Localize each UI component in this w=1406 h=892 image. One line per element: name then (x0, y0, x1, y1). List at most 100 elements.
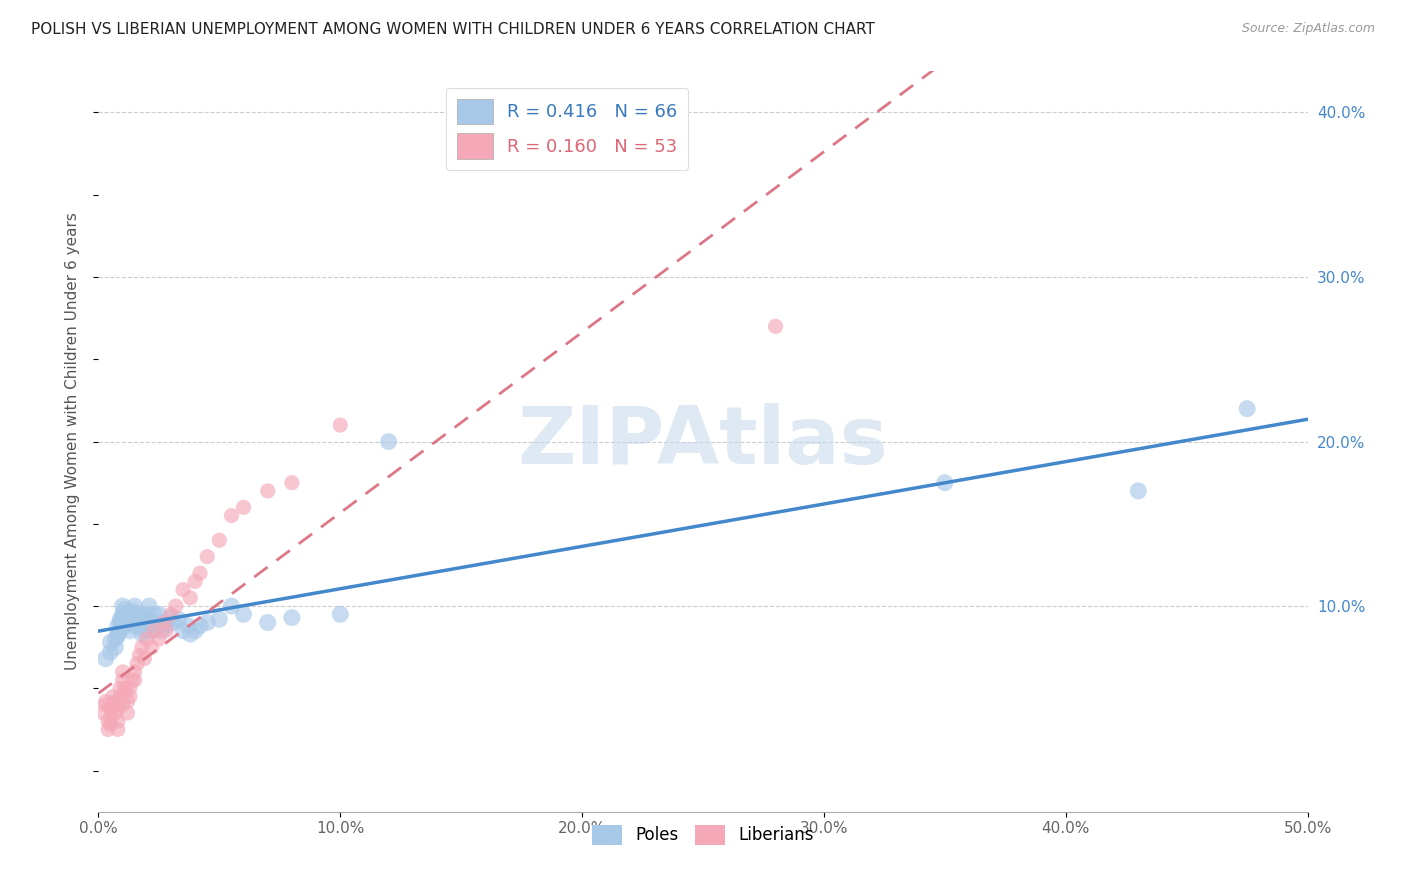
Point (934, 475, 956, 490)
Point (100, 635, 122, 649)
Point (117, 694, 139, 708)
Point (111, 599, 134, 613)
Point (111, 607, 134, 622)
Point (107, 701, 129, 715)
Point (179, 627, 201, 641)
Point (121, 673, 143, 687)
Point (107, 619, 129, 633)
Point (104, 640, 127, 655)
Point (128, 619, 150, 633)
Point (108, 690, 131, 704)
Point (127, 610, 149, 624)
Point (188, 619, 211, 633)
Point (152, 615, 174, 630)
Point (100, 701, 122, 715)
Point (117, 615, 139, 630)
Point (101, 698, 124, 712)
Point (143, 607, 166, 622)
Point (208, 612, 231, 626)
Point (111, 619, 134, 633)
Point (118, 690, 141, 704)
Point (131, 627, 153, 641)
Point (111, 698, 134, 712)
Point (111, 610, 134, 624)
Point (124, 599, 146, 613)
Point (765, 319, 787, 334)
Point (128, 648, 150, 663)
Point (232, 607, 254, 622)
Point (377, 434, 399, 449)
Point (281, 610, 304, 624)
Text: POLISH VS LIBERIAN UNEMPLOYMENT AMONG WOMEN WITH CHILDREN UNDER 6 YEARS CORRELAT: POLISH VS LIBERIAN UNEMPLOYMENT AMONG WO… (31, 22, 875, 37)
Point (141, 615, 163, 630)
Point (1128, 483, 1150, 498)
Point (107, 723, 129, 737)
Point (100, 711, 122, 725)
Point (111, 615, 134, 630)
Point (177, 619, 200, 633)
Point (329, 607, 352, 622)
Point (160, 607, 183, 622)
Point (329, 418, 352, 433)
Point (114, 681, 136, 696)
Legend: Poles, Liberians: Poles, Liberians (585, 818, 821, 852)
Point (91, 706, 114, 720)
Point (148, 607, 170, 622)
Point (148, 615, 170, 630)
Point (160, 610, 183, 624)
Point (111, 665, 134, 679)
Point (94, 698, 117, 712)
Point (195, 615, 218, 630)
Point (97, 723, 120, 737)
Point (121, 612, 143, 626)
Point (172, 582, 194, 597)
Point (117, 706, 139, 720)
Point (162, 615, 184, 630)
Point (1236, 401, 1258, 416)
Point (114, 684, 136, 698)
Point (155, 619, 177, 633)
Text: ZIPAtlas: ZIPAtlas (517, 402, 889, 481)
Point (111, 673, 134, 687)
Point (184, 624, 207, 638)
Point (108, 624, 131, 638)
Point (108, 612, 131, 626)
Point (121, 604, 143, 618)
Point (131, 615, 153, 630)
Point (135, 632, 157, 646)
Point (97, 714, 120, 729)
Point (208, 533, 231, 548)
Point (107, 627, 129, 641)
Point (114, 612, 136, 626)
Point (135, 619, 157, 633)
Point (118, 624, 141, 638)
Point (143, 624, 166, 638)
Point (167, 612, 190, 626)
Point (188, 566, 211, 581)
Point (127, 657, 149, 671)
Point (179, 591, 201, 605)
Point (94, 694, 117, 708)
Point (114, 602, 136, 616)
Point (104, 694, 127, 708)
Point (118, 615, 141, 630)
Point (134, 651, 156, 665)
Point (118, 607, 141, 622)
Point (141, 640, 163, 655)
Point (152, 615, 174, 630)
Point (100, 717, 122, 731)
Point (107, 629, 129, 643)
Point (128, 607, 150, 622)
Point (94, 651, 117, 665)
Point (108, 681, 131, 696)
Point (117, 607, 139, 622)
Point (124, 607, 146, 622)
Point (148, 632, 170, 646)
Point (256, 615, 278, 630)
Point (256, 483, 278, 498)
Point (281, 475, 304, 490)
Point (100, 645, 122, 659)
Point (121, 619, 143, 633)
Point (104, 632, 127, 646)
Point (172, 624, 194, 638)
